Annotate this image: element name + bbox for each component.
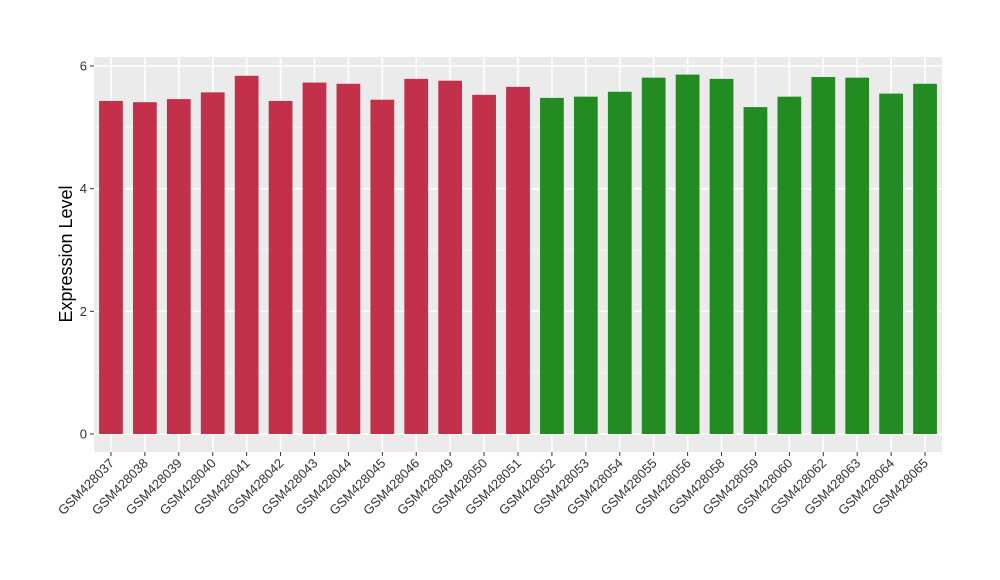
x-axis: GSM428037GSM428038GSM428039GSM428040GSM4… <box>55 452 931 518</box>
bar-GSM428052 <box>540 97 564 434</box>
bar-GSM428039 <box>166 99 191 435</box>
bar-GSM428042 <box>268 100 293 435</box>
bar-GSM428062 <box>811 77 836 434</box>
bar-GSM428049 <box>438 80 463 434</box>
bar-GSM428051 <box>506 86 530 434</box>
bar-GSM428064 <box>879 93 903 434</box>
y-tick-label: 0 <box>80 427 87 442</box>
bar-GSM428055 <box>641 77 666 435</box>
bars-group <box>99 74 937 435</box>
y-tick-label: 2 <box>80 304 87 319</box>
bar-GSM428060 <box>777 96 802 435</box>
bar-GSM428043 <box>302 82 327 434</box>
bar-GSM428050 <box>472 94 496 435</box>
bar-GSM428059 <box>743 107 768 435</box>
bar-GSM428045 <box>370 99 395 434</box>
bar-GSM428058 <box>709 78 734 434</box>
y-tick-label: 6 <box>80 59 87 74</box>
bar-GSM428065 <box>913 83 937 434</box>
bar-GSM428044 <box>336 83 361 434</box>
bar-GSM428046 <box>404 78 429 434</box>
bar-GSM428038 <box>133 102 157 434</box>
bar-GSM428054 <box>607 91 632 434</box>
bar-GSM428041 <box>234 75 259 435</box>
bar-GSM428053 <box>573 96 598 435</box>
y-axis-title: Expression Level <box>56 185 76 322</box>
y-axis: 0 2 4 6 <box>80 59 94 442</box>
y-tick-label: 4 <box>80 181 87 196</box>
bar-GSM428063 <box>845 77 870 435</box>
bar-GSM428056 <box>675 74 700 434</box>
bar-GSM428040 <box>200 92 225 434</box>
bar-GSM428037 <box>99 100 123 435</box>
